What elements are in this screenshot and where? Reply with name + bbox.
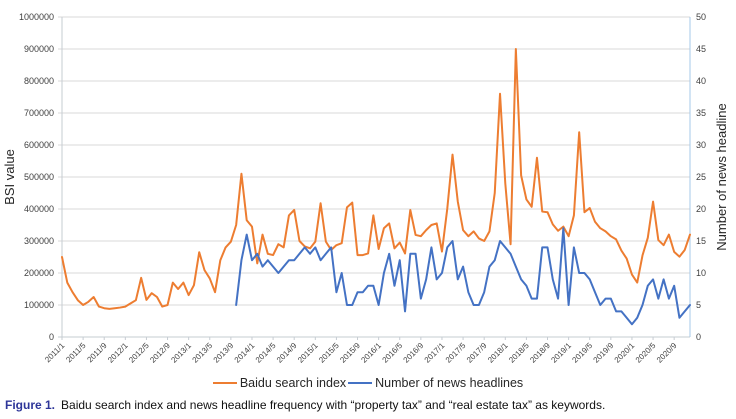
y-axis-label-left: 800000 xyxy=(24,76,54,86)
bsi-series-line xyxy=(61,48,691,310)
y-axis-label-left: 1000000 xyxy=(19,12,54,22)
x-axis-tick-label: 2012/1 xyxy=(106,341,130,365)
x-axis-tick-label: 2014/5 xyxy=(254,341,278,365)
y-axis-label-left: 700000 xyxy=(24,108,54,118)
y-axis-label-right: 45 xyxy=(696,44,706,54)
x-axis-tick-label: 2020/1 xyxy=(613,341,637,365)
x-axis-tick-label: 2015/5 xyxy=(317,341,341,365)
figure-caption: Figure 1. Baidu search index and news hea… xyxy=(5,398,733,412)
x-axis-tick-label: 2013/9 xyxy=(212,341,236,365)
y-axis-label-right: 25 xyxy=(696,172,706,182)
y-axis-label-left: 200000 xyxy=(24,268,54,278)
x-axis-tick-label: 2019/9 xyxy=(592,341,616,365)
y-axis-label-left: 600000 xyxy=(24,140,54,150)
x-axis-tick-label: 2012/5 xyxy=(127,341,151,365)
x-axis-tick-label: 2017/1 xyxy=(423,341,447,365)
x-axis-tick-label: 2018/5 xyxy=(507,341,531,365)
y-axis-label-left: 400000 xyxy=(24,204,54,214)
x-axis-tick-label: 2012/9 xyxy=(148,341,172,365)
legend-label-bsi: Baidu search index xyxy=(239,376,347,390)
x-axis-tick-label: 2016/1 xyxy=(359,341,383,365)
x-axis-tick-label: 2020/5 xyxy=(634,341,658,365)
x-axis-tick-label: 2018/1 xyxy=(486,341,510,365)
orange-line-swatch xyxy=(212,381,237,385)
figure-caption-text: Baidu search index and news headline fre… xyxy=(61,398,606,412)
y-axis-label-right: 0 xyxy=(696,332,701,342)
x-axis-tick-label: 2018/9 xyxy=(528,341,552,365)
x-axis-tick-label: 2011/5 xyxy=(64,341,88,365)
y-axis-label-right: 10 xyxy=(696,268,706,278)
y-axis-label-right: 5 xyxy=(696,300,701,310)
x-axis-tick-label: 2014/9 xyxy=(275,341,299,365)
right-axis-title: Number of news headline xyxy=(714,103,729,250)
x-axis-tick-label: 2011/9 xyxy=(85,341,109,365)
y-axis-label-left: 300000 xyxy=(24,236,54,246)
legend-item-bsi: Baidu search index xyxy=(212,376,347,390)
legend-item-news: Number of news headlines xyxy=(348,376,523,390)
x-axis-tick-label: 2020/9 xyxy=(655,341,679,365)
y-axis-label-left: 500000 xyxy=(24,172,54,182)
y-axis-label-right: 50 xyxy=(696,12,706,22)
x-axis-tick-label: 2019/5 xyxy=(570,341,594,365)
y-axis-label-left: 0 xyxy=(49,332,54,342)
x-axis-tick-label: 2017/9 xyxy=(465,341,489,365)
x-axis-tick-label: 2013/1 xyxy=(169,341,193,365)
y-axis-label-left: 900000 xyxy=(24,44,54,54)
chart-legend: Baidu search index Number of news headli… xyxy=(0,374,736,392)
legend-label-news: Number of news headlines xyxy=(375,376,524,390)
x-axis-tick-label: 2017/5 xyxy=(444,341,468,365)
left-axis-title: BSI value xyxy=(2,149,17,205)
y-axis-label-right: 15 xyxy=(696,236,706,246)
x-axis-tick-label: 2019/1 xyxy=(549,341,573,365)
y-axis-label-right: 30 xyxy=(696,140,706,150)
x-axis-tick-label: 2016/5 xyxy=(380,341,404,365)
y-axis-label-right: 40 xyxy=(696,76,706,86)
y-axis-label-left: 100000 xyxy=(24,300,54,310)
x-axis-tick-label: 2013/5 xyxy=(191,341,215,365)
x-axis-tick-label: 2014/1 xyxy=(233,341,257,365)
x-axis-tick-label: 2011/1 xyxy=(43,341,67,365)
x-axis-tick-label: 2016/9 xyxy=(402,341,426,365)
figure-caption-label: Figure 1. xyxy=(5,398,56,412)
y-axis-label-right: 35 xyxy=(696,108,706,118)
chart-svg: 0 100000 200000 300000 400000 500000 600000 700… xyxy=(2,12,729,365)
x-axis-tick-label: 2015/9 xyxy=(338,341,362,365)
news-series-line xyxy=(235,227,691,326)
x-axis-tick-label: 2015/1 xyxy=(296,341,320,365)
y-axis-label-right: 20 xyxy=(696,204,706,214)
blue-line-swatch xyxy=(348,381,373,385)
